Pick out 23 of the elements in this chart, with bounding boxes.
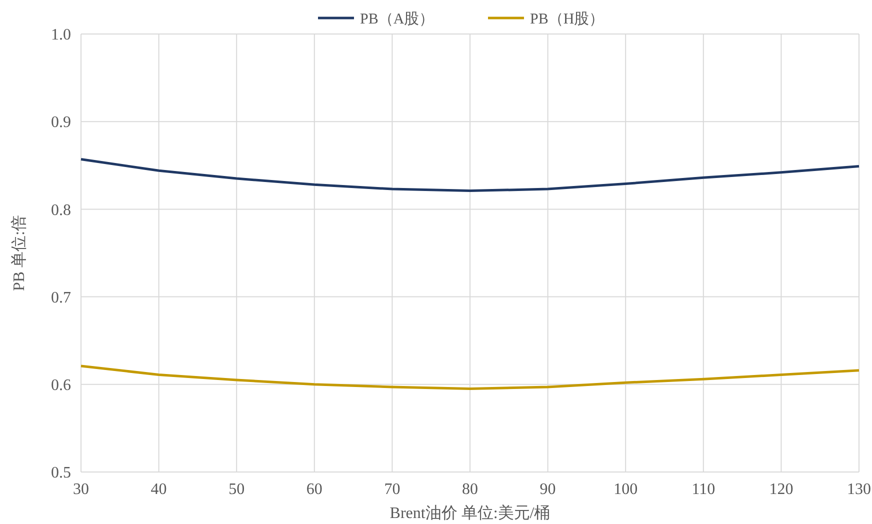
x-tick-label: 80 xyxy=(462,481,478,498)
y-tick-label: 0.5 xyxy=(51,464,71,482)
y-axis-title: PB 单位:倍 xyxy=(10,214,28,292)
y-tick-label: 1.0 xyxy=(51,26,71,44)
y-tick-label: 0.8 xyxy=(51,202,71,219)
x-tick-label: 40 xyxy=(150,481,167,498)
line-series xyxy=(80,364,860,390)
x-axis-title: Brent油价 单位:美元/桶 xyxy=(390,504,550,522)
y-tick-label: 0.6 xyxy=(51,377,71,394)
x-tick-label: 50 xyxy=(228,481,245,498)
x-tick-label: 30 xyxy=(73,481,89,498)
legend-label: PB（A股） xyxy=(360,11,434,28)
line-series xyxy=(80,158,860,192)
x-tick-label: 120 xyxy=(769,481,794,498)
x-tick-label: 110 xyxy=(692,481,716,498)
y-tick-label: 0.9 xyxy=(51,114,71,132)
x-tick-label: 70 xyxy=(384,481,400,498)
y-tick-label: 0.7 xyxy=(51,289,71,306)
x-tick-label: 130 xyxy=(847,481,871,498)
x-tick-label: 60 xyxy=(306,481,322,498)
x-tick-label: 100 xyxy=(614,481,638,498)
x-tick-label: 90 xyxy=(540,481,556,498)
legend-label: PB（H股） xyxy=(530,11,604,28)
